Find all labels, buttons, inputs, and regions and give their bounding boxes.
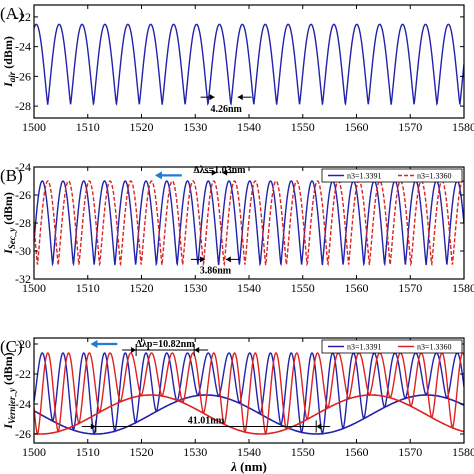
- legend: n3=1.3391 n3=1.3360: [321, 168, 463, 183]
- x-tick-label: 1580: [452, 445, 474, 459]
- x-tick-label: 1520: [130, 445, 154, 459]
- shift-direction-arrowhead: [154, 171, 162, 180]
- y-tick-label: -20: [15, 337, 31, 351]
- x-tick-label: 1520: [130, 281, 154, 295]
- annotation-arrowhead: [237, 94, 243, 101]
- annotation-label: 41.01nm: [188, 416, 225, 427]
- legend-entry-label: n3=1.3360: [417, 172, 452, 181]
- x-tick-label: 1570: [398, 445, 422, 459]
- x-tick-label: 1510: [76, 281, 100, 295]
- annotation-arrowhead: [316, 423, 322, 430]
- x-tick-label: 1540: [237, 281, 261, 295]
- x-tick-label: 1530: [183, 120, 207, 134]
- annotation-arrowhead: [211, 169, 217, 176]
- panel-1: 1500 1510 1520 1530 1540 1550 1560 1570 1580 -22 -…: [0, 4, 474, 134]
- y-axis-label: Iair (dBm): [1, 36, 17, 88]
- series-group: [34, 23, 464, 106]
- annotation-label: Δλp=10.82nm: [136, 339, 196, 350]
- annotation-arrowhead: [209, 94, 215, 101]
- y-tick-label: -26: [15, 427, 31, 441]
- x-tick-label: 1560: [345, 281, 369, 295]
- annotation-arrowhead: [90, 423, 96, 430]
- envelope-line-2: [34, 394, 464, 435]
- y-axis-label: ISec_y (dBm): [1, 192, 17, 255]
- y-tick-label: -28: [15, 216, 31, 230]
- annotation-label: 4.26nm: [210, 104, 242, 115]
- y-axis-label: IVernier_y (dBm): [1, 352, 17, 429]
- x-tick-label: 1570: [398, 281, 422, 295]
- series-line-2: [34, 180, 464, 267]
- y-tick-label: -26: [15, 69, 31, 83]
- legend-box: [321, 339, 463, 354]
- panel-label: (B): [0, 166, 23, 185]
- y-tick-label: -24: [15, 397, 31, 411]
- annotation-arrowhead: [225, 256, 231, 263]
- panel-label: (A): [0, 4, 24, 23]
- legend: n3=1.3391 n3=1.3360: [321, 339, 463, 354]
- annotation-arrowhead: [199, 256, 205, 263]
- series-line-2: [34, 352, 464, 436]
- x-tick-label: 1550: [291, 281, 315, 295]
- y-tick-label: -30: [15, 244, 31, 258]
- annotation-label: 3.86nm: [200, 266, 232, 277]
- legend-entry-label: n3=1.3391: [347, 343, 382, 352]
- y-tick-label: -26: [15, 188, 31, 202]
- x-axis-label: λ (nm): [230, 459, 267, 474]
- annotation-label: Δλs=1.03nm: [193, 165, 246, 176]
- x-tick-label: 1520: [130, 120, 154, 134]
- x-tick-label: 1550: [291, 445, 315, 459]
- panel-3: 1500 1510 1520 1530 1540 1550 1560 1570 1580 -20 -…: [0, 337, 474, 474]
- x-tick-label: 1540: [237, 120, 261, 134]
- envelope-line-1: [34, 394, 464, 435]
- x-tick-label: 1500: [22, 445, 46, 459]
- series-group: [34, 180, 464, 267]
- x-tick-label: 1530: [183, 445, 207, 459]
- annotation-arrowhead: [131, 347, 137, 353]
- series-line-1: [34, 180, 464, 267]
- x-tick-label: 1550: [291, 120, 315, 134]
- y-tick-label: -22: [15, 367, 31, 381]
- series-group: [34, 352, 464, 436]
- y-tick-label: -24: [15, 40, 31, 54]
- legend-entry-label: n3=1.3360: [417, 343, 452, 352]
- series-line-1: [34, 352, 464, 436]
- x-tick-label: 1570: [398, 120, 422, 134]
- annotation-arrowhead: [194, 347, 200, 353]
- shift-direction-arrowhead: [90, 340, 98, 348]
- series-line-1: [34, 23, 464, 106]
- y-tick-label: -24: [15, 160, 31, 174]
- x-tick-label: 1510: [76, 445, 100, 459]
- panel-2: 1500 1510 1520 1530 1540 1550 1560 1570 1580 -24 -…: [0, 160, 474, 295]
- x-tick-label: 1540: [237, 445, 261, 459]
- y-tick-label: -22: [15, 10, 31, 24]
- x-tick-label: 1500: [22, 120, 46, 134]
- x-tick-label: 1560: [345, 120, 369, 134]
- panel-label: (C): [0, 337, 23, 356]
- legend-entry-label: n3=1.3391: [347, 172, 382, 181]
- y-tick-label: -28: [15, 99, 31, 113]
- x-tick-label: 1560: [345, 445, 369, 459]
- x-tick-label: 1500: [22, 281, 46, 295]
- x-tick-label: 1530: [183, 281, 207, 295]
- legend-box: [321, 168, 463, 183]
- x-tick-label: 1510: [76, 120, 100, 134]
- y-tick-label: -32: [15, 272, 31, 286]
- annotation-arrowhead: [222, 169, 228, 176]
- x-tick-label: 1580: [452, 120, 474, 134]
- x-tick-label: 1580: [452, 281, 474, 295]
